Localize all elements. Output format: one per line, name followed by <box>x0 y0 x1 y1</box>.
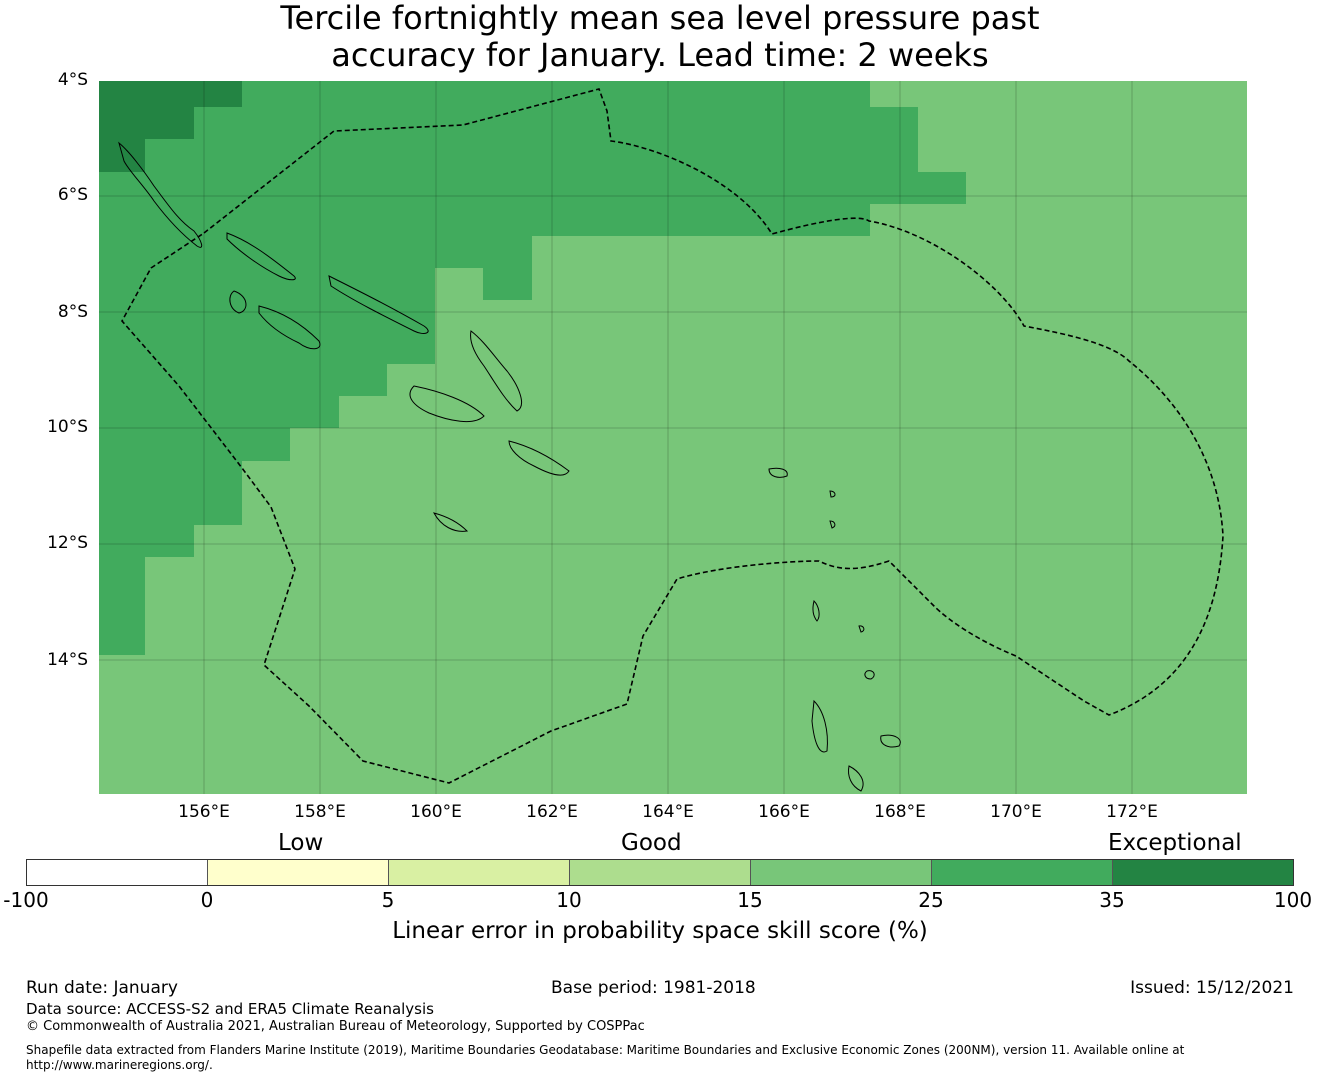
coastline-small-3 <box>858 625 865 633</box>
colorbar-segment <box>570 860 751 885</box>
graticule <box>99 81 1247 794</box>
colorbar-segment <box>932 860 1113 885</box>
lat-label-14s: 14°S <box>47 650 88 670</box>
colorbar-tick: 25 <box>918 888 944 912</box>
colorbar-label: Linear error in probability space skill … <box>392 918 928 944</box>
lon-label-164e: 164°E <box>642 802 694 822</box>
copyright: © Commonwealth of Australia 2021, Austra… <box>26 1019 645 1034</box>
issued-date: Issued: 15/12/2021 <box>1130 978 1294 998</box>
legend-category-exceptional: Exceptional <box>1108 830 1242 856</box>
lat-label-10s: 10°S <box>47 417 88 437</box>
coastline-choiseul <box>226 232 296 281</box>
lon-label-158e: 158°E <box>294 802 346 822</box>
lon-label-172e: 172°E <box>1106 802 1158 822</box>
colorbar-tick: 5 <box>381 888 395 912</box>
lat-label-4s: 4°S <box>57 70 88 90</box>
coastline-new-georgia-2 <box>258 305 321 350</box>
colorbar-tick: 10 <box>556 888 582 912</box>
colorbar-segment <box>751 860 932 885</box>
skill-map <box>99 81 1247 794</box>
lon-label-168e: 168°E <box>874 802 926 822</box>
colorbar-segment <box>208 860 389 885</box>
data-source: Data source: ACCESS-S2 and ERA5 Climate … <box>26 1000 434 1018</box>
title-line-2: accuracy for January. Lead time: 2 weeks <box>331 36 989 74</box>
colorbar-tick: 15 <box>737 888 763 912</box>
lon-label-162e: 162°E <box>526 802 578 822</box>
coastline-rennell <box>433 512 469 532</box>
coastline-vanuatu-island-1 <box>864 670 875 680</box>
colorbar-tick: -100 <box>3 888 49 912</box>
lon-label-166e: 166°E <box>758 802 810 822</box>
legend-category-good: Good <box>621 830 682 856</box>
skill-region-35-100 <box>99 81 242 172</box>
coastline-vanuatu-espiritu <box>811 699 828 753</box>
eez-boundary <box>121 88 1224 784</box>
skill-region-25-35 <box>99 81 966 655</box>
lon-label-160e: 160°E <box>410 802 462 822</box>
lat-label-8s: 8°S <box>57 302 88 322</box>
skill-tile-light-1 <box>435 268 483 300</box>
coastline-small-2 <box>829 490 836 498</box>
colorbar <box>26 859 1294 886</box>
colorbar-tick: 100 <box>1273 888 1313 912</box>
lon-label-170e: 170°E <box>990 802 1042 822</box>
coastline-malaita <box>470 330 522 412</box>
colorbar-segment <box>27 860 208 885</box>
title-line-1: Tercile fortnightly mean sea level press… <box>280 0 1040 37</box>
lat-label-12s: 12°S <box>47 533 88 553</box>
chart-title: Tercile fortnightly mean sea level press… <box>0 0 1320 74</box>
coastline-santa-isabel <box>328 275 429 334</box>
coastline-vanuatu-island-2 <box>848 765 864 792</box>
colorbar-segment <box>389 860 570 885</box>
colorbar-segment <box>1113 860 1293 885</box>
colorbar-tick: 35 <box>1099 888 1125 912</box>
run-date: Run date: January <box>26 978 178 998</box>
coastline-santa-cruz <box>768 467 788 478</box>
coastline-guadalcanal <box>409 385 485 423</box>
shapefile-credit: Shapefile data extracted from Flanders M… <box>26 1043 1185 1072</box>
coastline-makira <box>508 440 570 476</box>
coastline-vanuatu-malekula <box>880 734 901 748</box>
coastline-small-1 <box>829 520 836 529</box>
base-period: Base period: 1981-2018 <box>551 978 756 998</box>
lon-label-156e: 156°E <box>178 802 230 822</box>
coastline-reef <box>812 600 820 622</box>
coastline-bougainville <box>118 141 203 248</box>
coastline-new-georgia <box>229 290 247 314</box>
lat-label-6s: 6°S <box>57 185 88 205</box>
legend-category-low: Low <box>278 830 324 856</box>
coastlines <box>118 141 901 792</box>
colorbar-tick: 0 <box>200 888 214 912</box>
